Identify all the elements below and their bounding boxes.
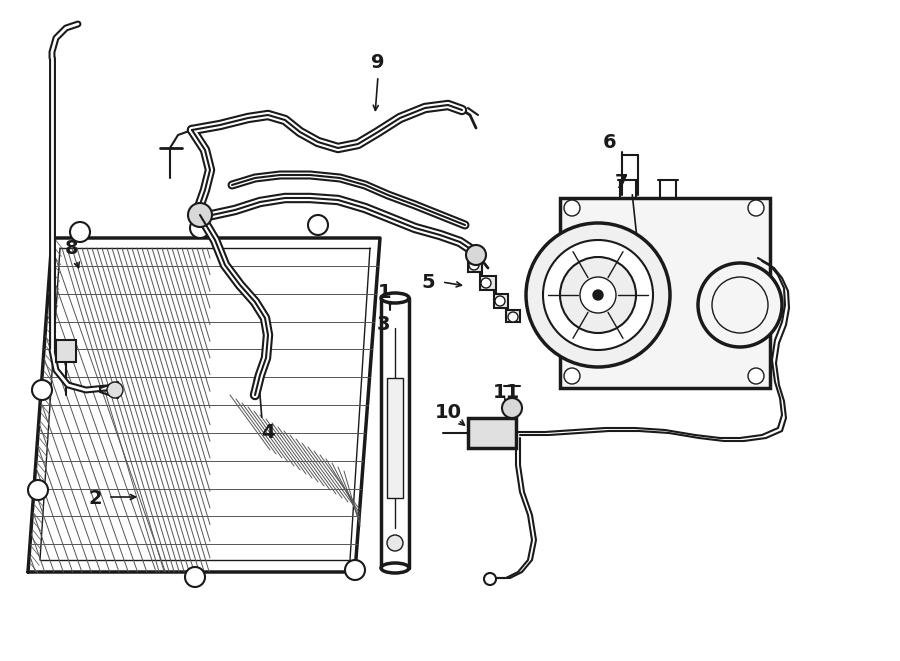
Bar bbox=[468, 418, 516, 448]
Circle shape bbox=[748, 200, 764, 216]
Circle shape bbox=[188, 203, 212, 227]
Circle shape bbox=[502, 398, 522, 418]
Circle shape bbox=[466, 245, 486, 265]
Text: 10: 10 bbox=[435, 403, 462, 422]
Bar bbox=[387, 378, 403, 498]
Circle shape bbox=[387, 535, 403, 551]
Circle shape bbox=[481, 278, 491, 288]
Circle shape bbox=[543, 240, 653, 350]
Ellipse shape bbox=[381, 293, 409, 303]
Circle shape bbox=[560, 257, 636, 333]
Text: 6: 6 bbox=[603, 132, 616, 151]
Circle shape bbox=[28, 480, 48, 500]
Bar bbox=[56, 340, 76, 362]
Circle shape bbox=[70, 222, 90, 242]
Circle shape bbox=[526, 223, 670, 367]
Circle shape bbox=[469, 260, 479, 270]
Text: 11: 11 bbox=[492, 383, 519, 401]
Text: 9: 9 bbox=[371, 52, 385, 71]
Circle shape bbox=[345, 560, 365, 580]
Circle shape bbox=[508, 312, 518, 322]
Circle shape bbox=[185, 567, 205, 587]
Circle shape bbox=[484, 573, 496, 585]
Text: 8: 8 bbox=[65, 239, 79, 258]
Circle shape bbox=[593, 290, 603, 300]
Circle shape bbox=[564, 368, 580, 384]
Text: 7: 7 bbox=[616, 173, 629, 192]
Text: 1: 1 bbox=[378, 282, 392, 301]
Text: 3: 3 bbox=[376, 315, 390, 334]
Bar bbox=[560, 198, 770, 388]
Polygon shape bbox=[468, 258, 520, 322]
Circle shape bbox=[495, 296, 505, 306]
Text: 5: 5 bbox=[421, 272, 435, 292]
Circle shape bbox=[107, 382, 123, 398]
Circle shape bbox=[190, 218, 210, 238]
Circle shape bbox=[580, 277, 616, 313]
Circle shape bbox=[748, 368, 764, 384]
Circle shape bbox=[32, 380, 52, 400]
Circle shape bbox=[698, 263, 782, 347]
Circle shape bbox=[308, 215, 328, 235]
Circle shape bbox=[564, 200, 580, 216]
Text: 2: 2 bbox=[88, 488, 102, 508]
Ellipse shape bbox=[381, 563, 409, 573]
Text: 4: 4 bbox=[261, 422, 274, 442]
